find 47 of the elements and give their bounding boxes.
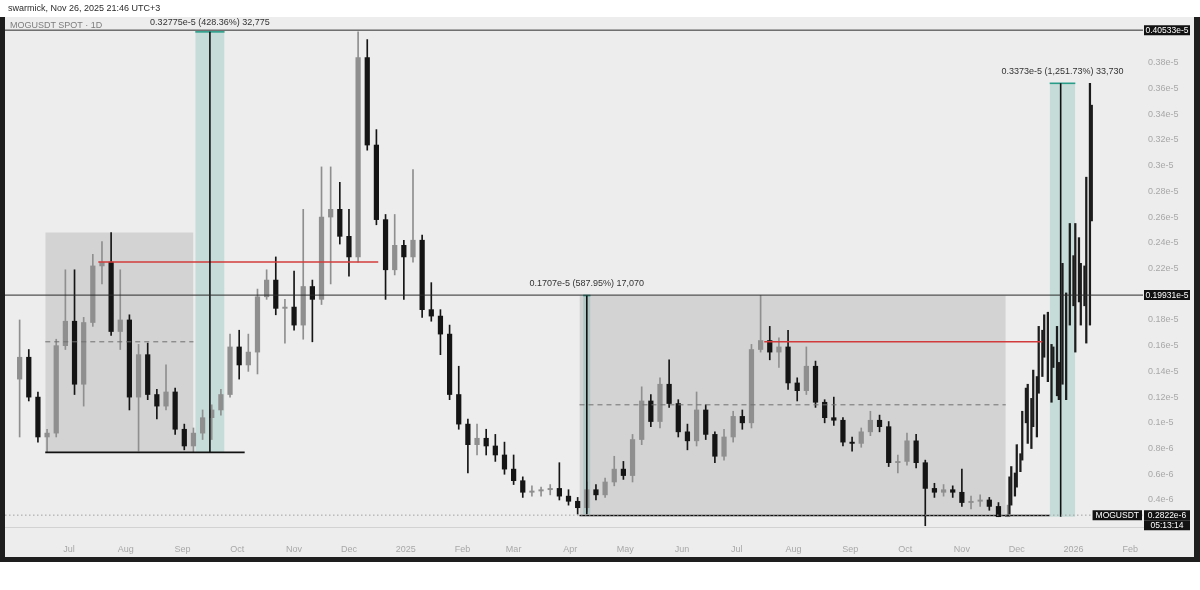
series-label: 0.32775e-5 (428.36%) 32,775 [150, 17, 270, 28]
x-tick-label: Mar [505, 543, 522, 554]
x-tick-label: Jun [674, 543, 690, 554]
x-tick-label: May [616, 543, 635, 554]
x-tick-label: Jul [731, 543, 743, 554]
x-tick-label: Nov [286, 543, 303, 554]
y-tick-label: 0.38e-5 [1148, 57, 1179, 68]
ref-line-label: 0.40533e-5 [1145, 24, 1189, 35]
x-tick-label: Feb [454, 543, 471, 554]
y-tick-label: 0.18e-5 [1148, 314, 1179, 325]
x-tick-label: Dec [1008, 543, 1026, 554]
y-tick-label: 0.36e-5 [1148, 82, 1179, 93]
x-tick-label: 2025 [395, 543, 416, 554]
x-tick-label: Sep [842, 543, 859, 554]
ref-line-label: 0.19931e-5 [1145, 289, 1189, 300]
y-tick-label: 0.32e-5 [1148, 134, 1179, 145]
y-tick-label: 0.12e-5 [1148, 391, 1179, 402]
x-tick-label: Sep [174, 543, 191, 554]
series-label: 0.3373e-5 (1,251.73%) 33,730 [1001, 65, 1124, 76]
y-tick-label: 0.22e-5 [1148, 262, 1179, 273]
x-tick-label: Jul [63, 543, 75, 554]
text: 05:13:14 [1150, 519, 1184, 530]
text: MOGUSDT [1095, 509, 1140, 520]
y-tick-label: 0.34e-5 [1148, 108, 1179, 119]
ref-line-label: 0.2822e-6 [1147, 509, 1187, 520]
series-label: 0.1707e-5 (587.95%) 17,070 [529, 277, 645, 288]
y-tick-label: 0.14e-5 [1148, 365, 1179, 376]
x-tick-label: Apr [563, 543, 578, 554]
y-tick-label: 0.1e-5 [1148, 417, 1174, 428]
y-tick-label: 0.16e-5 [1148, 340, 1179, 351]
x-tick-label: 2026 [1063, 543, 1084, 554]
chart-title: swarmick, Nov 26, 2025 21:46 UTC+3 [8, 3, 161, 14]
y-tick-label: 0.8e-6 [1148, 443, 1174, 454]
y-tick-label: 0.28e-5 [1148, 185, 1179, 196]
y-tick-label: 0.4e-6 [1148, 494, 1174, 505]
y-tick-label: 0.3e-5 [1148, 160, 1174, 171]
y-tick-label: 0.6e-6 [1148, 468, 1174, 479]
chart-subtitle: MOGUSDT SPOT · 1D [10, 20, 103, 31]
x-tick-label: Nov [953, 543, 971, 554]
x-tick-label: Aug [785, 543, 802, 554]
x-tick-label: Oct [898, 543, 913, 554]
x-tick-label: Aug [117, 543, 134, 554]
y-tick-label: 0.24e-5 [1148, 237, 1179, 248]
y-tick-label: 0.26e-5 [1148, 211, 1179, 222]
x-tick-label: Feb [1122, 543, 1138, 554]
x-tick-label: Dec [340, 543, 358, 554]
x-tick-label: Oct [230, 543, 245, 554]
